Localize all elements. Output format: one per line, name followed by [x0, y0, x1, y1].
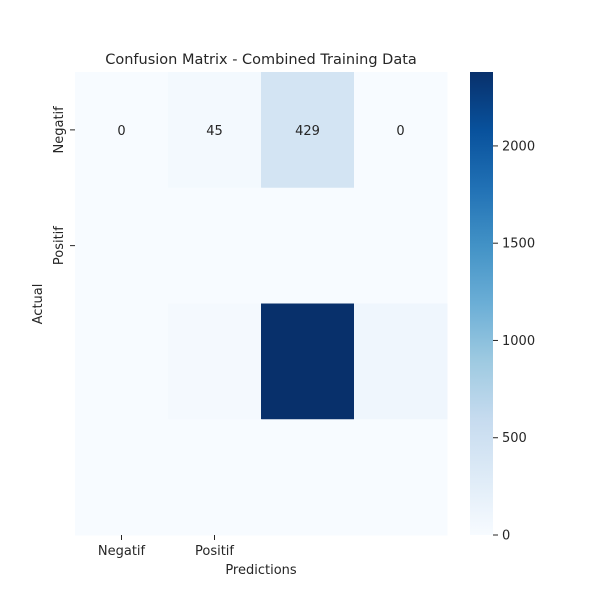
heatmap-cells — [75, 72, 448, 536]
x-axis-label: Predictions — [225, 563, 297, 578]
heatmap-cell-r3-c3 — [354, 419, 448, 536]
heatmap-cell-r2-c3 — [354, 303, 448, 420]
chart-title: Confusion Matrix - Combined Training Dat… — [105, 52, 417, 68]
heatmap-cell-r3-c0 — [75, 419, 169, 536]
y-axis-label: Actual — [31, 284, 46, 325]
y-axis-ticks: Negatif Positif — [52, 106, 75, 265]
x-tick-label: Negatif — [98, 544, 146, 559]
heatmap-cell-r3-c1 — [168, 419, 262, 536]
heatmap-cell-r0-c0 — [75, 72, 169, 189]
heatmap-cell-r3-c2 — [261, 419, 355, 536]
cell-annotation-r0-c0: 0 — [117, 124, 125, 139]
colorbar-ticks: 0 500 1000 1500 2000 — [493, 139, 535, 544]
y-tick-label: Positif — [52, 226, 67, 265]
heatmap-cell-r0-c1 — [168, 72, 262, 189]
heatmap-cell-r0-c2 — [261, 72, 355, 189]
colorbar-tick-label: 1000 — [502, 334, 535, 349]
cell-annotation-r0-c1: 45 — [206, 124, 223, 139]
y-tick-label: Negatif — [52, 106, 67, 154]
colorbar-tick-label: 1500 — [502, 237, 535, 252]
colorbar-tick-label: 500 — [502, 431, 527, 446]
heatmap-cell-r2-c0 — [75, 303, 169, 420]
heatmap-cell-r1-c1 — [168, 187, 262, 304]
heatmap-cell-r2-c1 — [168, 303, 262, 420]
cell-annotations: 0 45 429 0 — [117, 124, 404, 139]
x-axis-ticks: Negatif Positif — [98, 535, 234, 559]
x-tick-label: Positif — [195, 544, 234, 559]
heatmap-cell-r2-c2 — [261, 303, 355, 420]
colorbar-tick-label: 0 — [502, 529, 510, 544]
cell-annotation-r0-c3: 0 — [396, 124, 404, 139]
heatmap-cell-r0-c3 — [354, 72, 448, 189]
heatmap-cell-r1-c0 — [75, 187, 169, 304]
heatmap-cell-r1-c3 — [354, 187, 448, 304]
colorbar — [470, 72, 493, 535]
heatmap-cell-r1-c2 — [261, 187, 355, 304]
colorbar-tick-label: 2000 — [502, 139, 535, 154]
cell-annotation-r0-c2: 429 — [295, 124, 320, 139]
